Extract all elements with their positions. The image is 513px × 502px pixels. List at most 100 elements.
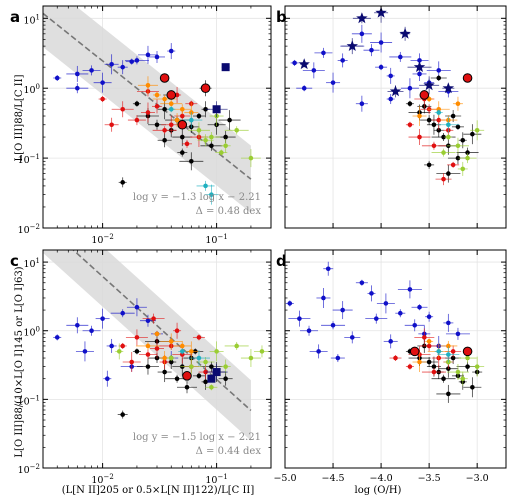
series-yellowgreen [115,341,270,391]
data-point-square [212,368,221,377]
ticks [43,250,271,469]
data-point [407,101,413,107]
panel-letter: a [10,8,20,26]
data-point [321,50,326,56]
x-tick-label: −3.0 [466,473,489,484]
x-tick-label: 10−2 [91,473,113,486]
ticks [43,6,271,229]
data-point [75,85,80,91]
series-navy [205,63,230,118]
data-point [330,80,336,85]
data-point [330,322,336,328]
highlight-point [182,371,192,381]
data-point [179,343,185,349]
data-point [120,343,125,349]
data-point [287,301,293,306]
data-point [134,349,140,354]
data-point [450,113,456,119]
data-point [120,64,125,70]
series-blue [285,261,470,363]
y-tick-label: 100 [23,326,40,339]
data-point [248,355,254,361]
data-point [162,96,167,102]
data-point [168,101,174,107]
data-point [422,335,427,340]
y-tick-label: 10−1 [18,394,40,407]
data-point [223,376,228,382]
data-point [426,343,432,349]
data-point [455,331,461,337]
data-point [209,364,214,369]
data-point [196,113,202,119]
data-point [223,143,228,149]
data-point [179,150,185,155]
data-point [470,384,475,390]
series-cyan [434,109,460,133]
data-point [209,384,214,390]
data-point [441,150,446,155]
data-point [116,349,122,354]
data-point [203,379,208,385]
data-point [203,137,208,143]
y-tick-label: 101 [23,13,40,26]
data-point [297,316,302,321]
ticks [284,6,506,229]
data-point [393,355,398,361]
data-point [184,141,190,147]
data-point [412,322,418,328]
data-point [446,171,451,176]
data-point [436,110,442,115]
data-point [162,137,167,143]
data-point [120,106,125,112]
data-point [174,117,180,123]
data-point [407,287,413,292]
plot-area [285,250,506,468]
data-point [214,349,219,354]
data-point-star [389,85,402,97]
data-point [436,349,442,354]
y-tick-label: 10−2 [18,463,40,476]
data-point [168,355,174,361]
data-point [162,355,167,361]
data-point-star [356,12,368,24]
data-point [359,31,365,37]
data-point [340,58,345,63]
ylabel-top: L[O III]88/L[C II] [14,74,25,161]
data-point [154,92,160,98]
data-point [145,352,151,357]
data-point [292,60,297,66]
data-point [465,364,470,369]
data-point [426,117,432,123]
data-point-square [207,374,216,383]
data-point [89,68,94,73]
data-point [168,359,174,365]
fit-annotation: log y = −1.3 log x − 2.21 [133,192,261,203]
series-navy [298,6,455,98]
data-point [134,304,140,310]
panel-a: 10−2 10−1 100 101 10−2 10−1 log y = −1.3 log x… [10,5,272,246]
fit-line [43,12,252,180]
data-point [398,310,403,316]
x-tick-label: 10−1 [205,473,227,486]
data-point [145,343,151,349]
highlight-point [166,90,177,100]
data-point [465,155,470,161]
data-point [441,376,446,382]
data-point [398,54,403,60]
panel-letter: c [10,252,19,270]
data-point [426,359,432,365]
data-point [436,68,442,73]
data-point [431,364,437,369]
data-point [417,134,422,140]
data-point [417,359,422,365]
data-point [431,143,437,149]
data-point [179,134,185,140]
data-point [349,335,355,340]
data-point [248,155,254,161]
data-point [196,355,202,361]
data-point [446,343,451,349]
data-point [174,328,180,334]
data-point [168,48,174,54]
data-point [203,369,208,375]
data-point [460,137,466,143]
